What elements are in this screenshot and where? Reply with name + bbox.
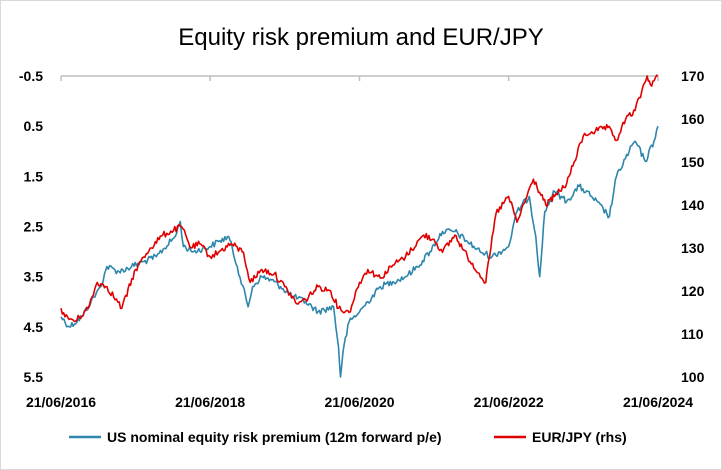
y-left-tick-label: 3.5: [24, 269, 44, 285]
series-line-equity-risk-premium: [60, 125, 659, 378]
chart-title: Equity risk premium and EUR/JPY: [178, 24, 543, 51]
x-tick-label: 21/06/2016: [26, 394, 96, 410]
y-right-tick-label: 100: [681, 369, 705, 385]
legend: US nominal equity risk premium (12m forw…: [69, 429, 627, 445]
y-left-tick-label: -0.5: [19, 68, 43, 84]
y-left-tick-label: 1.5: [24, 168, 44, 184]
series-layer: [60, 74, 659, 378]
y-right-tick-label: 160: [681, 111, 705, 127]
x-tick-label: 21/06/2022: [474, 394, 544, 410]
y-right-tick-label: 130: [681, 240, 705, 256]
y-left-tick-label: 0.5: [24, 118, 44, 134]
axes-layer: 21/06/2016 21/06/2018 21/06/2020 21/06/2022…: [19, 68, 705, 410]
legend-label: US nominal equity risk premium (12m forw…: [107, 429, 442, 445]
y-left-tick-label: 4.5: [24, 319, 44, 335]
y-left-tick-label: 2.5: [24, 219, 44, 235]
y-right-tick-label: 170: [681, 68, 705, 84]
y-left-tick-label: 5.5: [24, 369, 44, 385]
legend-label: EUR/JPY (rhs): [532, 429, 627, 445]
y-right-tick-label: 140: [681, 197, 705, 213]
x-tick-label: 21/06/2018: [175, 394, 245, 410]
y-right-tick-label: 120: [681, 283, 705, 299]
series-line-eurjpy: [60, 74, 659, 323]
y-right-tick-label: 110: [681, 326, 704, 342]
x-tick-label: 21/06/2024: [623, 394, 693, 410]
x-tick-label: 21/06/2020: [324, 394, 394, 410]
y-right-tick-label: 150: [681, 154, 705, 170]
